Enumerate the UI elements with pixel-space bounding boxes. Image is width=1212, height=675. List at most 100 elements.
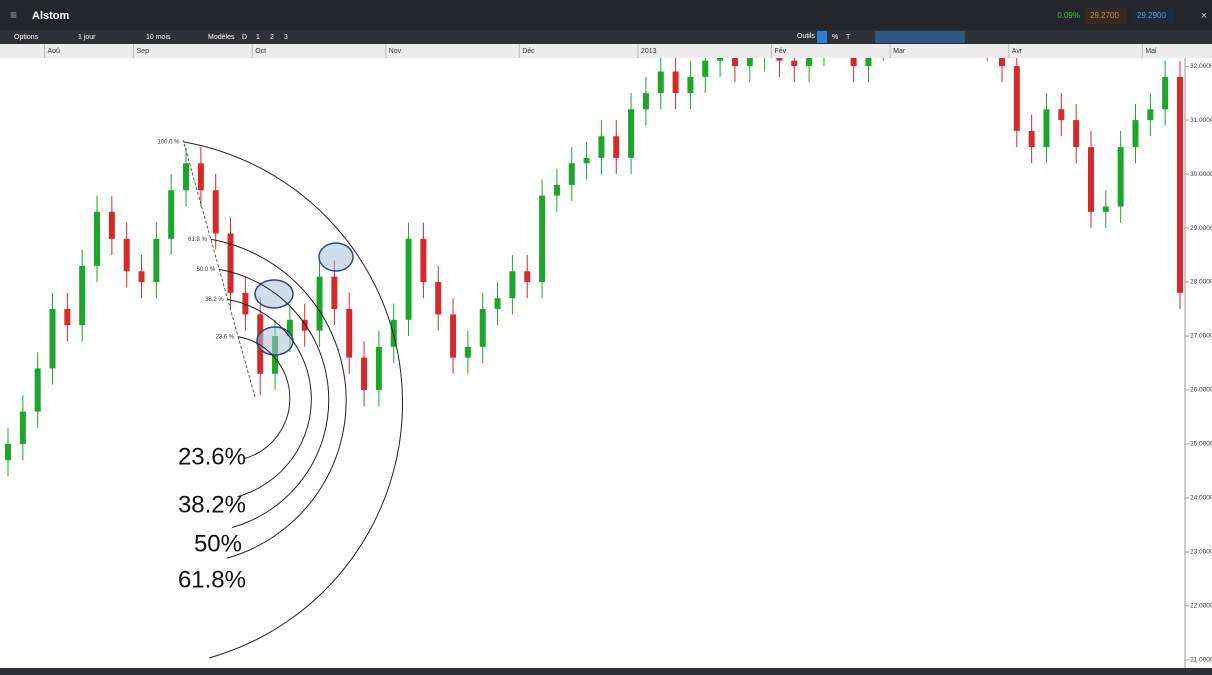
candle-body xyxy=(168,190,175,239)
highlight xyxy=(256,326,294,356)
y-tick-label: 25.0000 xyxy=(1190,441,1212,448)
candle-body xyxy=(405,238,412,320)
fib-level-label: 23.6 % xyxy=(215,334,234,340)
highlight xyxy=(254,279,294,309)
candle-body xyxy=(1102,206,1109,212)
tools-label: Outils xyxy=(797,33,815,40)
candle-body xyxy=(553,184,560,196)
fib-level-label: 38.2 % xyxy=(205,297,224,303)
candle-body xyxy=(435,282,442,315)
x-tick-label: Déc xyxy=(522,48,535,55)
candle-body xyxy=(598,136,605,158)
fib-arc xyxy=(183,141,403,659)
candle-body xyxy=(197,163,204,191)
fib-level-label: 61.8 % xyxy=(188,237,207,243)
candle-body xyxy=(227,233,234,293)
candle-body xyxy=(642,93,649,110)
candle-body xyxy=(1028,130,1035,148)
y-tick-label: 32.0000 xyxy=(1190,63,1212,70)
status-bar xyxy=(0,668,1212,675)
menu-icon[interactable]: ≡ xyxy=(10,8,17,22)
candle-body xyxy=(717,58,724,61)
candle-body xyxy=(687,76,694,94)
candle-body xyxy=(583,157,590,164)
candle-body xyxy=(628,109,635,158)
candle-body xyxy=(746,58,753,67)
change: 0.09% xyxy=(1057,11,1080,20)
ask: 29.2900 xyxy=(1137,11,1166,20)
range-select[interactable]: 10 mois xyxy=(146,34,171,41)
candle-body xyxy=(19,411,26,444)
x-tick-label: Oct xyxy=(255,48,266,55)
y-tick-label: 29.0000 xyxy=(1190,225,1212,232)
candle-body xyxy=(702,60,709,77)
candle-body xyxy=(79,265,86,326)
y-tick-label: 28.0000 xyxy=(1190,279,1212,286)
candle-body xyxy=(1087,147,1094,212)
interval-select[interactable]: 1 jour xyxy=(78,34,96,41)
fib-arc xyxy=(219,268,330,528)
trend-line xyxy=(182,139,256,398)
tool-button[interactable] xyxy=(817,31,827,43)
candle-body xyxy=(806,58,813,67)
instrument-title: Alstom xyxy=(32,10,70,22)
candle-body xyxy=(568,163,575,185)
fib-arc xyxy=(238,336,291,460)
fib-callout: 50% xyxy=(194,530,242,557)
candle-body xyxy=(316,276,323,331)
y-tick-label: 27.0000 xyxy=(1190,333,1212,340)
candle-body xyxy=(123,238,130,272)
candle-body xyxy=(1117,147,1124,207)
bid-box[interactable] xyxy=(1085,8,1127,24)
x-tick-label: 2013 xyxy=(641,48,657,55)
fib-callout: 61.8% xyxy=(178,566,246,593)
candle-body xyxy=(346,309,353,358)
toolbar-button[interactable]: 1 xyxy=(256,34,260,41)
y-tick-label: 22.0000 xyxy=(1190,603,1212,610)
options-button[interactable]: Options xyxy=(14,34,39,41)
time-axis-strip xyxy=(0,44,1212,58)
toolbar-button[interactable]: D xyxy=(242,34,247,41)
fib-level-label: 100.0 % xyxy=(157,139,180,145)
drawing-tools[interactable] xyxy=(875,31,965,43)
candle-body xyxy=(464,346,471,358)
percent-tool[interactable]: % xyxy=(832,34,838,41)
candle-body xyxy=(1013,66,1020,131)
candle-body xyxy=(331,276,338,310)
candle-body xyxy=(420,238,427,283)
candle-body xyxy=(509,271,516,299)
fib-arc xyxy=(210,238,347,559)
candle-body xyxy=(1177,76,1183,293)
templates-button[interactable]: Modèles xyxy=(208,34,235,41)
candle-body xyxy=(865,58,872,67)
candle-body xyxy=(1058,109,1065,121)
candle-body xyxy=(539,195,546,283)
candle-body xyxy=(183,163,190,191)
candle-body xyxy=(212,190,219,234)
x-tick-label: Fév xyxy=(774,48,786,55)
y-tick-label: 30.0000 xyxy=(1190,171,1212,178)
candle-body xyxy=(1147,109,1154,121)
toolbar-button[interactable]: 3 xyxy=(284,34,288,41)
candle-body xyxy=(361,357,368,390)
candle-body xyxy=(1043,109,1050,148)
y-tick-label: 26.0000 xyxy=(1190,387,1212,394)
candle-body xyxy=(375,346,382,390)
bid: 29.2700 xyxy=(1090,11,1119,20)
toolbar-button[interactable]: 2 xyxy=(270,34,274,41)
fib-callout: 38.2% xyxy=(178,491,246,518)
candle-body xyxy=(657,71,664,94)
candle-body xyxy=(479,309,486,347)
text-tool[interactable]: T xyxy=(846,34,851,41)
fib-arc xyxy=(227,299,312,498)
close-button[interactable]: × xyxy=(1201,10,1207,22)
price-axis xyxy=(1185,58,1212,668)
candle-body xyxy=(731,58,738,67)
title-bar xyxy=(0,0,1212,30)
candle-body xyxy=(494,298,501,310)
candle-body xyxy=(791,60,798,67)
candle-body xyxy=(34,368,41,412)
candle-body xyxy=(286,319,293,337)
ask-box[interactable] xyxy=(1132,8,1174,24)
